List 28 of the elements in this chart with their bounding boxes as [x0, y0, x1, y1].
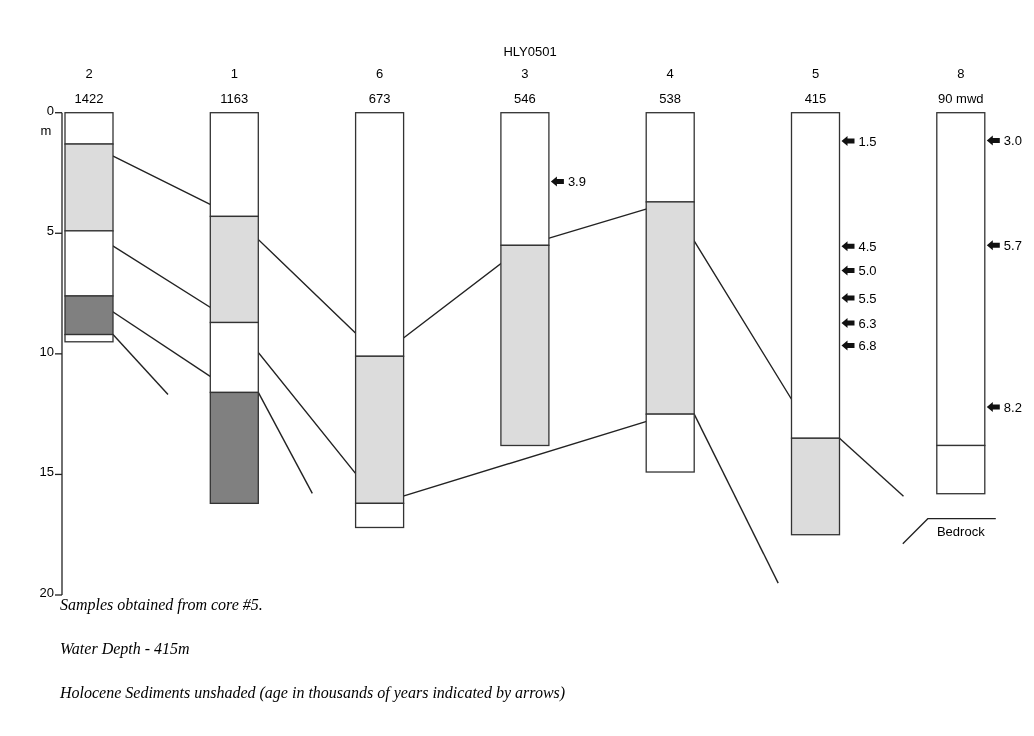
x-tick-label: 5 415: [804, 66, 827, 106]
y-axis-title: m: [40, 122, 52, 138]
y-tick-label: 5: [46, 223, 54, 239]
annotation: 3.9: [567, 174, 586, 190]
annotation: 1.5: [858, 133, 877, 149]
x-tick-label: 3 546: [514, 66, 536, 106]
annotation: 5.0: [858, 263, 877, 279]
annotation: Bedrock: [936, 523, 986, 539]
y-tick-label: 20: [39, 585, 54, 600]
x-tick-label: 2 1422: [74, 66, 104, 106]
y-tick-label: 10: [39, 343, 54, 359]
annotation: 6.3: [858, 315, 877, 331]
annotation: 3.0: [1003, 133, 1022, 149]
x-tick-label: 1 1163: [220, 66, 249, 106]
x-tick-label: 4 538: [659, 66, 682, 106]
annotation: 4.5: [858, 239, 877, 255]
annotation: 5.7: [1003, 238, 1022, 254]
x-tick-label: 8 90 mwd: [938, 66, 984, 106]
annotation: 6.8: [858, 338, 877, 354]
x-tick-label: 6 673: [368, 66, 391, 106]
y-tick-label: 15: [39, 464, 54, 480]
text: Water Depth - 415m: [60, 640, 190, 658]
text: Samples obtained from core #5.: [60, 596, 263, 614]
chart-title: HLY0501: [503, 44, 557, 59]
y-tick-label: 0: [46, 102, 54, 118]
text: Holocene Sediments unshaded (age in thousands of years indicated by arrows): [59, 684, 566, 702]
annotation: 8.2: [1003, 399, 1022, 415]
annotation: 5.5: [858, 290, 877, 306]
